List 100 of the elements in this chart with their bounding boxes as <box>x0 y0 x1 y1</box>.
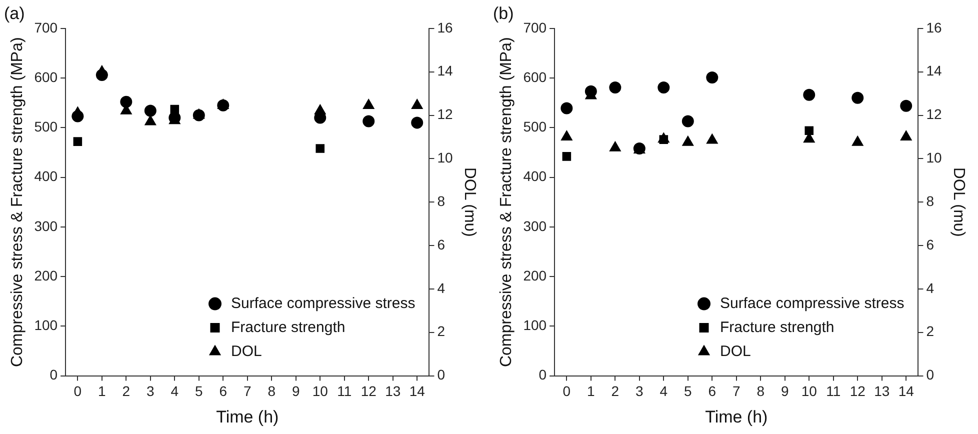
x-tick-label: 2 <box>611 383 620 400</box>
point <box>411 116 424 129</box>
y-axis-title: Compressive stress & Fracture strength (MPa) <box>498 37 516 368</box>
y-tick-label: 600 <box>523 68 547 85</box>
x-tick-label: 12 <box>360 383 377 400</box>
y2-tick-label: 14 <box>437 62 454 79</box>
x-tick-label: 3 <box>636 383 644 400</box>
point <box>144 104 156 117</box>
point <box>217 98 229 109</box>
legend-label: Surface compressive stress <box>231 294 416 312</box>
chart-title: (a) <box>4 4 25 23</box>
y-tick-label: 200 <box>523 267 547 284</box>
x-tick-label: 14 <box>409 383 426 400</box>
point <box>560 130 572 140</box>
point <box>193 108 205 119</box>
y2-tick-label: 2 <box>437 323 446 340</box>
x-tick-label: 6 <box>708 383 716 400</box>
x-tick-label: 7 <box>243 383 252 400</box>
y-tick-label: 700 <box>523 19 547 36</box>
point <box>170 104 180 114</box>
point <box>362 115 375 128</box>
x-tick-label: 12 <box>850 383 866 400</box>
point <box>900 100 912 112</box>
x-tick-label: 6 <box>219 383 228 400</box>
point <box>560 102 573 114</box>
point <box>316 144 325 153</box>
y2-tick-label: 14 <box>926 62 942 79</box>
x-tick-label: 9 <box>292 383 300 400</box>
x-axis-title: Time (h) <box>216 407 279 426</box>
x-tick-label: 5 <box>195 383 204 400</box>
y2-tick-label: 0 <box>437 366 446 383</box>
y-tick-label: 100 <box>523 317 547 334</box>
y-axis-title: Compressive stress & Fracture strength (MPa) <box>9 37 26 368</box>
x-tick-label: 3 <box>146 383 155 400</box>
y-tick-label: 100 <box>34 317 58 334</box>
y2-tick-label: 0 <box>926 366 934 383</box>
point <box>411 98 423 109</box>
x-tick-label: 1 <box>587 383 596 400</box>
y2-tick-label: 10 <box>437 150 454 166</box>
x-tick-label: 8 <box>268 383 276 400</box>
x-tick-label: 0 <box>562 383 571 400</box>
y2-tick-label: 16 <box>926 19 942 36</box>
y2-tick-label: 8 <box>437 192 446 209</box>
point <box>362 98 374 109</box>
x-tick-label: 4 <box>170 383 179 400</box>
x-tick-label: 2 <box>122 383 130 400</box>
point <box>144 115 156 126</box>
y-tick-label: 400 <box>523 168 547 184</box>
x-tick-label: 0 <box>74 383 82 400</box>
legend-label: Fracture strength <box>231 318 346 336</box>
y-tick-label: 600 <box>34 68 58 85</box>
y-tick-label: 300 <box>523 218 547 234</box>
point <box>658 81 670 94</box>
point <box>852 92 864 104</box>
x-axis-title: Time (h) <box>705 407 768 426</box>
y-tick-label: 200 <box>34 267 58 284</box>
x-tick-label: 13 <box>874 383 890 400</box>
y2-axis-title: DOL (mυ) <box>460 167 478 237</box>
y2-tick-label: 6 <box>437 236 446 252</box>
x-tick-label: 8 <box>756 383 765 400</box>
x-tick-label: 9 <box>780 383 789 400</box>
y-tick-label: 500 <box>34 118 58 135</box>
y2-tick-label: 2 <box>926 323 934 340</box>
y2-tick-label: 16 <box>437 19 454 36</box>
y2-axis-title: DOL (mυ) <box>950 167 967 237</box>
point <box>120 96 132 108</box>
x-tick-label: 5 <box>684 383 692 400</box>
legend-label: Surface compressive stress <box>720 294 904 312</box>
x-tick-label: 4 <box>660 383 668 400</box>
y-tick-label: 0 <box>538 366 547 383</box>
point <box>73 137 82 146</box>
x-tick-label: 10 <box>801 383 818 400</box>
legend-label: DOL <box>231 342 262 360</box>
y-tick-label: 400 <box>34 168 58 184</box>
y-tick-label: 0 <box>50 366 58 383</box>
point <box>682 136 694 146</box>
y2-tick-label: 12 <box>437 106 454 122</box>
chart-title: (b) <box>493 4 514 23</box>
y2-tick-label: 10 <box>926 150 942 166</box>
y2-tick-label: 4 <box>437 280 446 296</box>
point <box>803 88 816 101</box>
y-tick-label: 700 <box>34 19 58 36</box>
x-tick-label: 11 <box>826 383 841 400</box>
point <box>900 130 912 140</box>
point <box>314 104 326 114</box>
point <box>562 152 572 161</box>
y2-tick-label: 8 <box>926 192 934 209</box>
y2-tick-label: 4 <box>926 280 934 296</box>
point <box>72 106 84 117</box>
point <box>609 81 622 94</box>
point <box>96 65 108 76</box>
x-tick-label: 10 <box>312 383 328 400</box>
legend-label: DOL <box>720 342 751 360</box>
point <box>609 141 621 152</box>
x-tick-label: 14 <box>898 383 914 400</box>
y-tick-label: 500 <box>523 118 547 135</box>
point <box>804 126 814 136</box>
y2-tick-label: 6 <box>926 236 934 252</box>
x-tick-label: 7 <box>732 383 740 400</box>
point <box>706 72 718 84</box>
